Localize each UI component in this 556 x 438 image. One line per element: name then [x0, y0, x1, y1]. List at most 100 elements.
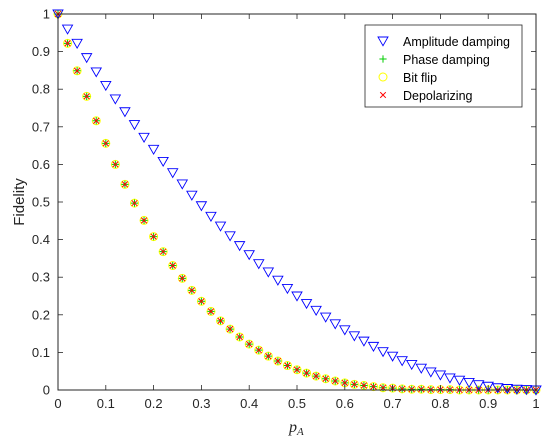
data-point [281, 284, 294, 295]
data-point [177, 273, 187, 283]
data-point [93, 117, 100, 124]
data-point [90, 67, 103, 78]
data-point [284, 362, 291, 369]
data-point [225, 324, 235, 334]
data-point [179, 275, 186, 282]
data-point [408, 386, 415, 393]
series-bit-flip [53, 9, 541, 395]
data-point [255, 346, 262, 354]
y-tick-label: 0.1 [32, 345, 50, 360]
data-point [243, 250, 255, 261]
data-point [370, 383, 377, 390]
data-point [73, 67, 81, 74]
data-point [235, 332, 245, 342]
data-point [176, 179, 189, 190]
y-tick-label: 0.2 [32, 307, 50, 322]
data-point [415, 363, 428, 374]
legend-label-depolarizing: Depolarizing [403, 89, 473, 103]
data-point [206, 306, 216, 316]
data-point [339, 325, 351, 336]
data-point [244, 339, 254, 349]
data-point [418, 386, 425, 393]
data-point [150, 233, 157, 240]
data-point [482, 381, 494, 392]
data-point [158, 247, 168, 257]
data-point [377, 347, 389, 358]
data-point [63, 38, 73, 48]
data-point [292, 365, 302, 375]
data-point [397, 384, 407, 394]
data-point [83, 93, 90, 100]
x-axis-label-subscript: A [296, 426, 304, 438]
data-point [358, 336, 370, 347]
data-point [187, 285, 197, 295]
legend-box [364, 24, 523, 108]
data-point [246, 340, 253, 348]
data-point [236, 333, 243, 341]
data-point [217, 317, 224, 324]
y-tick-label: 1 [43, 7, 50, 22]
data-point [205, 211, 217, 222]
y-axis-label: Fidelity [11, 178, 28, 226]
series-amplitude-damping [52, 9, 542, 396]
data-point [302, 368, 312, 378]
legend-label-phase-damping: Phase damping [403, 53, 490, 67]
y-tick-label: 0.3 [32, 270, 50, 285]
data-point [100, 80, 112, 92]
x-tick-label: 0 [54, 396, 61, 411]
data-point [82, 91, 92, 101]
data-point [112, 161, 119, 168]
x-tick-label: 0.9 [479, 396, 497, 411]
data-point [463, 378, 475, 389]
data-point [71, 38, 83, 49]
data-point [501, 384, 514, 395]
data-point [444, 373, 456, 384]
x-axis-label: pA [288, 419, 304, 438]
data-point [274, 357, 282, 365]
data-point [102, 140, 109, 147]
data-point [149, 232, 159, 242]
ticks-layer: 0 0.1 0.2 0.3 0.4 0.5 0.6 0.7 0.8 0.9 1 0 0.1 0.2 0.3 0… [32, 7, 540, 412]
data-point [64, 40, 71, 47]
data-point [157, 156, 169, 168]
legend-marker-bit-flip [378, 72, 388, 82]
data-point [101, 138, 111, 148]
data-point [138, 132, 150, 143]
x-tick-label: 0.3 [192, 396, 210, 411]
data-point [233, 241, 246, 252]
y-tick-label: 0.9 [32, 44, 50, 59]
data-point [169, 262, 176, 269]
x-tick-label: 0.2 [145, 396, 163, 411]
data-point [147, 144, 160, 156]
data-point [186, 190, 198, 201]
data-point [196, 296, 206, 306]
y-tick-label: 0.7 [32, 119, 50, 134]
data-point [311, 371, 321, 381]
data-point [198, 298, 205, 305]
data-point [166, 168, 179, 179]
data-point [360, 382, 368, 389]
data-point [139, 215, 149, 225]
data-point [407, 384, 417, 394]
data-point [207, 308, 215, 315]
y-tick-label: 0.8 [32, 82, 50, 97]
data-point [272, 275, 284, 286]
data-point [119, 107, 131, 118]
legend: Amplitude damping Phase damping Bit flip… [364, 24, 523, 108]
data-point [491, 383, 504, 394]
data-point [61, 24, 74, 35]
data-point [109, 94, 122, 105]
data-point [188, 287, 195, 294]
x-tick-label: 0.8 [431, 396, 449, 411]
data-point [160, 248, 167, 255]
data-point [224, 231, 236, 242]
data-point [121, 181, 129, 188]
data-point [303, 369, 310, 377]
data-point [359, 380, 369, 390]
data-point [263, 351, 273, 361]
data-point [120, 179, 130, 189]
data-point [131, 199, 138, 207]
data-point [265, 353, 272, 360]
legend-marker-phase-damping [379, 55, 387, 63]
